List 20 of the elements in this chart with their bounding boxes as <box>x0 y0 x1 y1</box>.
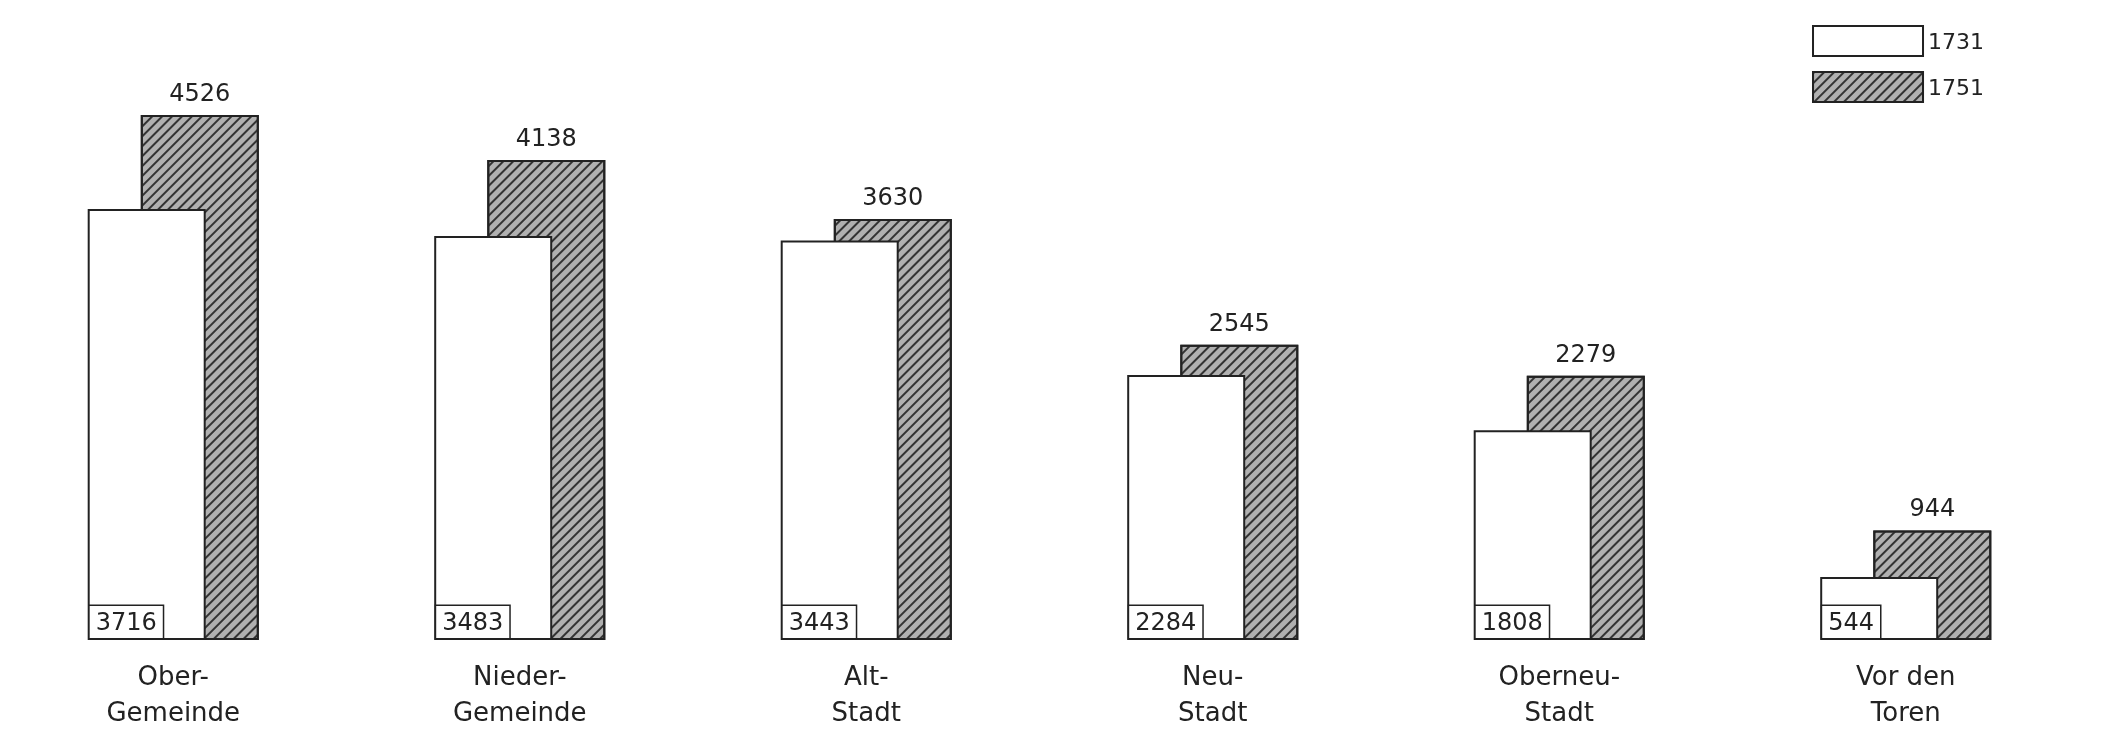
x-tick-label: Oberneu- Stadt <box>1498 661 1621 727</box>
data-label: 2284 <box>1135 608 1197 636</box>
data-label: 3630 <box>862 182 924 211</box>
data-label: 4138 <box>515 123 577 152</box>
data-label: 3443 <box>788 608 850 636</box>
data-label: 3483 <box>442 608 504 636</box>
data-label: 4526 <box>169 78 231 107</box>
x-tick-label: Vor den Toren <box>1855 661 1956 727</box>
x-tick-label: Neu- Stadt <box>1178 661 1248 727</box>
x-tick-label: Nieder- Gemeinde <box>452 661 587 727</box>
data-label: 1808 <box>1481 608 1543 636</box>
data-label: 544 <box>1828 608 1875 636</box>
data-label: 3716 <box>95 608 157 636</box>
x-tick-label: Alt- Stadt <box>831 661 901 727</box>
legend-label: 1751 <box>1928 74 1985 100</box>
x-tick-label: Ober- Gemeinde <box>106 661 241 727</box>
data-label: 2279 <box>1555 339 1617 368</box>
legend-label: 1731 <box>1928 28 1985 54</box>
data-label: 2545 <box>1208 308 1270 337</box>
data-label: 944 <box>1909 494 1956 523</box>
